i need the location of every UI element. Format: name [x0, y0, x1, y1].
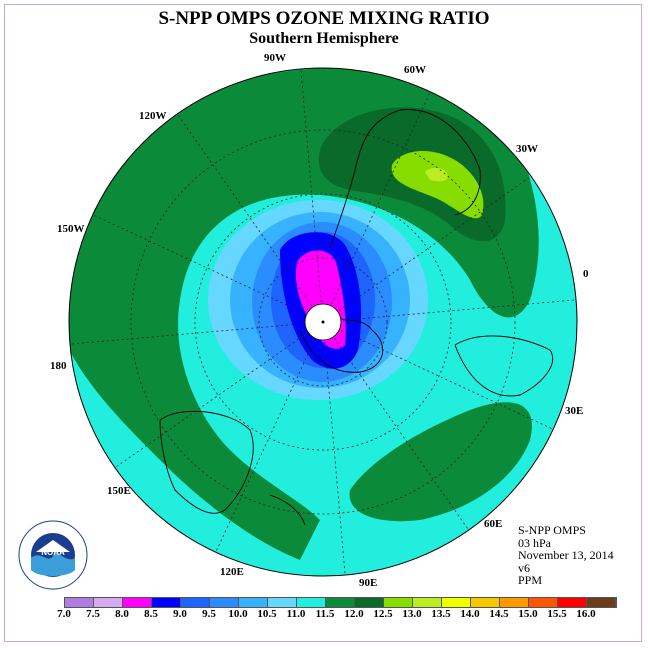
- colorbar-tick-label: 9.0: [173, 608, 187, 620]
- colorbar-tick-label: 16.0: [576, 608, 596, 620]
- colorbar-tick-label: 8.5: [144, 608, 158, 620]
- colorbar-tick-label: 13.5: [431, 608, 451, 620]
- info-units: PPM: [518, 573, 543, 587]
- south-pole-point: [321, 320, 325, 324]
- colorbar-swatch: [384, 598, 413, 607]
- colorbar: [64, 597, 617, 608]
- colorbar-swatch: [558, 598, 587, 607]
- ozone-region-12.5: [391, 150, 484, 219]
- lon-label-180: 180: [50, 360, 67, 372]
- lon-label-120e: 120E: [220, 566, 244, 578]
- info-instrument: S-NPP OMPS: [518, 523, 586, 537]
- meridian-line: [92, 214, 324, 323]
- ozone-region-13.0: [425, 167, 448, 182]
- meridian-line: [300, 68, 324, 323]
- colorbar-tick-label: 14.5: [489, 608, 509, 620]
- meridian-line: [322, 175, 532, 323]
- lon-label-150e: 150E: [107, 485, 131, 497]
- meridian-line: [114, 321, 324, 469]
- graticule: [69, 68, 577, 576]
- info-level: 03 hPa: [518, 535, 551, 550]
- figure-frame: [4, 4, 642, 642]
- colorbar-tick-label: 15.5: [547, 608, 567, 620]
- colorbar-tick-label: 10.5: [257, 608, 277, 620]
- map-border: [68, 67, 578, 577]
- meridian-line: [176, 113, 324, 323]
- colorbar-swatch: [442, 598, 471, 607]
- info-block: S-NPP OMPS 03 hPa November 13, 2014 v6 P…: [518, 524, 614, 587]
- lon-label-90e: 90E: [359, 577, 378, 589]
- colorbar-swatch: [500, 598, 529, 607]
- logo-text: NOAA: [41, 548, 65, 557]
- colorbar-swatch: [268, 598, 297, 607]
- colorbar-swatch: [65, 598, 94, 607]
- meridian-line: [69, 321, 324, 345]
- lon-label-60w: 60W: [404, 64, 426, 76]
- meridian-line: [322, 321, 346, 576]
- colorbar-tick-label: 12.5: [373, 608, 393, 620]
- coastlines: [159, 109, 554, 526]
- colorbar-tick-label: 8.0: [115, 608, 129, 620]
- info-date: November 13, 2014: [518, 548, 614, 562]
- colorbar-swatch: [94, 598, 123, 607]
- colorbar-tick-label: 12.0: [344, 608, 364, 620]
- noaa-logo: NOAA: [18, 520, 88, 590]
- colorbar-swatch: [413, 598, 442, 607]
- colorbar-tick-label: 10.0: [228, 608, 248, 620]
- colorbar-swatch: [123, 598, 152, 607]
- colorbar-swatch: [297, 598, 326, 607]
- colorbar-swatch: [326, 598, 355, 607]
- page-subtitle: Southern Hemisphere: [249, 30, 399, 47]
- meridian-line: [322, 299, 577, 323]
- colorbar-swatch: [152, 598, 181, 607]
- lon-label-60e: 60E: [484, 518, 503, 530]
- colorbar-swatch: [471, 598, 500, 607]
- page-title: S-NPP OMPS OZONE MIXING RATIO: [158, 8, 490, 29]
- meridian-line: [322, 91, 431, 323]
- colorbar-tick-label: 14.0: [460, 608, 480, 620]
- colorbar-swatch: [355, 598, 384, 607]
- lon-label-150w: 150W: [57, 223, 85, 235]
- colorbar-tick-label: 13.0: [402, 608, 422, 620]
- colorbar-swatch: [239, 598, 268, 607]
- colorbar-tick-label: 7.5: [86, 608, 100, 620]
- meridian-line: [322, 321, 470, 531]
- colorbar-tick-label: 15.0: [518, 608, 538, 620]
- lon-label-120w: 120W: [139, 110, 167, 122]
- colorbar-tick-label: 11.0: [286, 608, 306, 620]
- meridian-line: [322, 321, 554, 430]
- lon-label-30e: 30E: [565, 405, 584, 417]
- colorbar-swatch: [181, 598, 210, 607]
- meridian-line: [215, 321, 324, 553]
- lon-label-90w: 90W: [264, 52, 286, 64]
- colorbar-swatch: [529, 598, 558, 607]
- colorbar-swatch: [587, 598, 616, 607]
- colorbar-tick-label: 7.0: [57, 608, 71, 620]
- info-version: v6: [518, 560, 530, 575]
- lon-label-0: 0: [583, 268, 589, 280]
- colorbar-swatch: [210, 598, 239, 607]
- ozone-region-11.5-east: [349, 402, 532, 522]
- lon-label-30w: 30W: [516, 143, 538, 155]
- colorbar-tick-label: 9.5: [202, 608, 216, 620]
- colorbar-tick-label: 11.5: [315, 608, 335, 620]
